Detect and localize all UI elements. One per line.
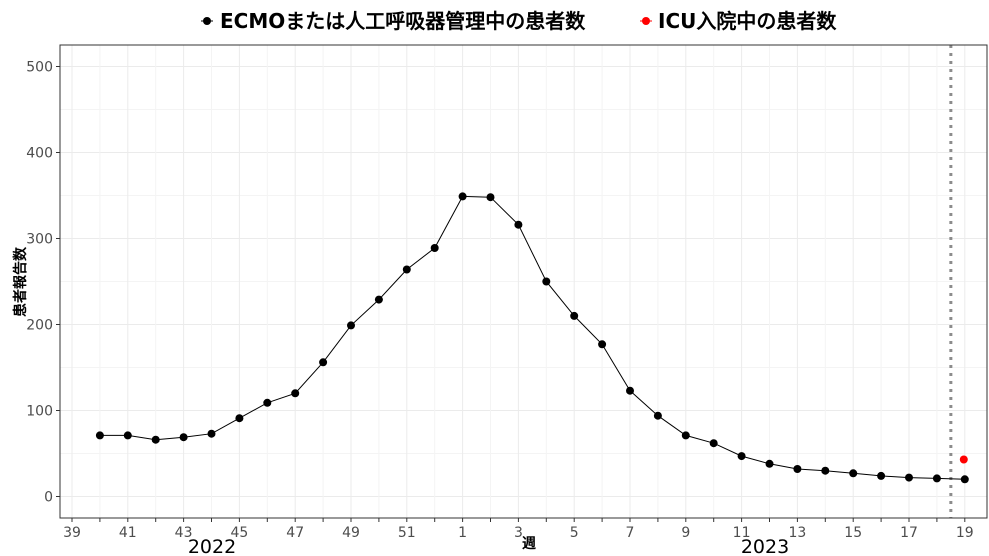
x-tick-label: 43	[175, 525, 193, 541]
data-point	[207, 429, 216, 438]
year-label: 2022	[188, 536, 236, 556]
series-points	[95, 192, 969, 484]
x-tick-label: 15	[844, 525, 862, 541]
data-point	[709, 439, 718, 448]
x-tick-label: 11	[733, 525, 751, 541]
data-point	[821, 466, 830, 475]
year-label: 2023	[741, 536, 789, 556]
y-tick-label: 100	[26, 404, 53, 420]
data-point	[402, 265, 411, 274]
x-tick-label: 7	[626, 525, 635, 541]
x-tick-label: 13	[788, 525, 806, 541]
legend: ECMOまたは人工呼吸器管理中の患者数 ICU入院中の患者数	[201, 9, 837, 33]
x-tick-label: 47	[286, 525, 304, 541]
y-axis-title: 患者報告数	[12, 246, 29, 317]
data-point	[263, 398, 272, 407]
data-point	[849, 469, 858, 478]
y-tick-label: 0	[44, 490, 53, 506]
data-point	[123, 431, 132, 440]
data-point	[347, 321, 355, 330]
data-point	[598, 340, 607, 349]
plot-border	[59, 44, 988, 519]
data-point	[681, 431, 690, 440]
y-tick-label: 200	[26, 318, 53, 334]
data-point	[765, 459, 774, 468]
data-point	[793, 465, 802, 473]
data-point	[430, 244, 439, 252]
data-point	[877, 471, 886, 480]
x-tick-label: 49	[342, 525, 360, 541]
data-point	[458, 192, 467, 201]
data-point	[570, 311, 579, 320]
x-tick-label: 45	[230, 525, 248, 541]
series-line-0	[99, 195, 965, 480]
data-point	[737, 452, 746, 461]
data-point	[626, 386, 634, 395]
data-point	[374, 295, 383, 304]
data-point	[905, 473, 913, 482]
y-axis: 0 100 200 300 400 500	[26, 60, 60, 506]
x-tick-label: 5	[570, 525, 579, 541]
data-point	[235, 414, 244, 423]
data-point	[932, 474, 941, 483]
data-point	[653, 411, 662, 420]
data-point	[486, 193, 495, 202]
data-point	[960, 475, 969, 484]
data-point	[959, 455, 968, 464]
x-tick-label: 51	[398, 525, 416, 541]
x-tick-label: 3	[514, 525, 523, 541]
x-axis-title: 週	[522, 536, 536, 552]
data-point	[179, 433, 188, 442]
series-lines	[99, 195, 965, 480]
data-point	[514, 220, 523, 229]
legend-label-ecmo: ECMOまたは人工呼吸器管理中の患者数	[220, 9, 586, 33]
x-tick-label: 1	[458, 525, 467, 541]
y-tick-label: 300	[26, 232, 53, 248]
data-point	[319, 358, 328, 367]
grid	[60, 45, 987, 518]
data-point	[151, 435, 160, 444]
y-tick-label: 500	[26, 60, 53, 76]
y-tick-label: 400	[26, 146, 53, 162]
data-point	[542, 277, 551, 286]
x-tick-label: 9	[681, 525, 690, 541]
x-tick-label: 17	[900, 525, 918, 541]
x-tick-label: 39	[63, 525, 81, 541]
data-point	[291, 389, 300, 398]
x-tick-label: 19	[956, 525, 974, 541]
x-tick-label: 41	[119, 525, 137, 541]
legend-label-icu: ICU入院中の患者数	[658, 9, 837, 33]
data-point	[95, 431, 104, 440]
